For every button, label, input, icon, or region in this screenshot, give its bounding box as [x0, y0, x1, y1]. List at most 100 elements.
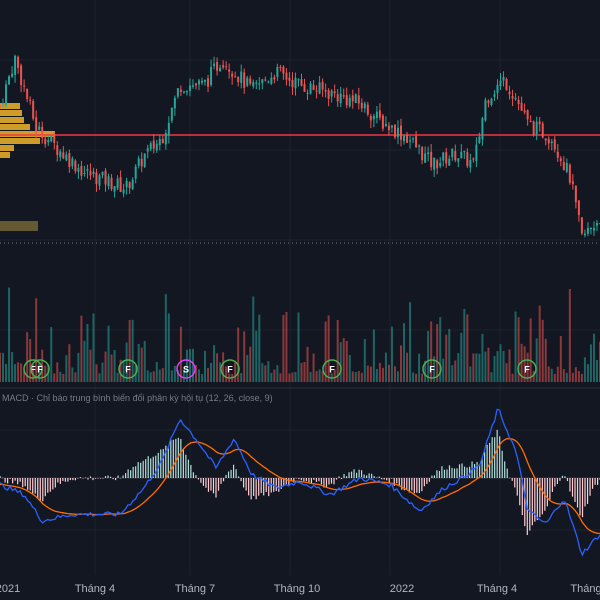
volume-bar: [279, 373, 282, 382]
candle-body: [421, 147, 424, 161]
candle-body: [372, 115, 375, 120]
candle-body: [460, 151, 463, 158]
candle-body: [463, 150, 466, 153]
candle-body: [433, 157, 436, 170]
candle-body: [80, 166, 83, 176]
candle-body: [390, 125, 393, 128]
volume-bar: [327, 315, 330, 382]
volume-bar: [478, 353, 481, 382]
x-tick-label: Tháng 4: [477, 583, 517, 595]
macd-hist-bar: [92, 478, 94, 481]
volume-bar: [511, 373, 514, 382]
marker-s[interactable]: S: [176, 359, 196, 379]
candle-body: [562, 161, 565, 170]
candle-body: [83, 172, 86, 174]
volume-bar: [92, 313, 95, 382]
volume-bar: [71, 367, 74, 382]
volume-bar: [116, 372, 119, 382]
volume-bar: [291, 372, 294, 382]
macd-hist-bar: [393, 478, 395, 486]
marker-f[interactable]: F: [517, 359, 537, 379]
candle-body: [152, 140, 155, 149]
candle-body: [185, 90, 188, 93]
macd-hist-bar: [411, 478, 413, 491]
marker-label: S: [183, 365, 189, 375]
macd-hist-bar: [150, 458, 152, 478]
candle-body: [216, 62, 219, 71]
volume-profile-bar: [0, 145, 14, 151]
candle-body: [213, 63, 216, 67]
marker-f[interactable]: F: [118, 359, 138, 379]
x-tick-label: Tháng: [570, 583, 600, 595]
macd-hist-bar: [484, 451, 486, 478]
candle-body: [366, 104, 369, 115]
macd-hist-bar: [416, 478, 418, 493]
macd-hist-bar: [546, 478, 548, 507]
volume-bar: [273, 369, 276, 382]
volume-bar: [38, 363, 41, 382]
macd-hist-bar: [516, 478, 518, 496]
candle-body: [77, 168, 80, 172]
candle-body: [312, 84, 315, 91]
candle-body: [0, 105, 1, 107]
macd-hist-bar: [433, 475, 436, 478]
candle-body: [143, 153, 146, 167]
candle-body: [378, 110, 381, 118]
macd-hist-bar: [456, 468, 458, 478]
candle-body: [529, 121, 532, 123]
volume-bar: [487, 347, 490, 382]
candle-body: [586, 228, 589, 234]
marker-f[interactable]: F: [220, 359, 240, 379]
volume-bar: [125, 342, 128, 382]
marker-f[interactable]: F: [422, 359, 442, 379]
macd-hist-bar: [170, 439, 172, 478]
macd-hist-bar: [386, 478, 388, 481]
volume-bar: [119, 359, 122, 382]
candle-body: [95, 172, 98, 184]
macd-hist-bar: [140, 462, 142, 478]
macd-hist-bar: [135, 466, 137, 478]
macd-hist-bar: [541, 478, 543, 515]
x-axis-ticks: 2021 Tháng 4 Tháng 7 Tháng 10 2022 Tháng 4 Thá…: [0, 583, 600, 595]
volume-profile-bar: [0, 138, 40, 144]
macd-hist-bar: [571, 478, 574, 497]
macd-hist-bar: [87, 478, 89, 480]
volume-bar: [427, 330, 430, 382]
volume-bar: [345, 340, 348, 382]
volume-bar: [472, 353, 475, 382]
candle-body: [101, 171, 104, 176]
candle-body: [258, 83, 261, 85]
marker-f[interactable]: F: [30, 359, 50, 379]
macd-hist-bar: [338, 476, 340, 478]
marker-f[interactable]: F: [23, 359, 43, 379]
volume-bar: [170, 370, 173, 382]
volume-bar: [538, 305, 541, 382]
volume-bar: [484, 351, 487, 382]
candle-body: [427, 152, 430, 155]
candle-body: [167, 122, 170, 136]
macd-hist-bar: [431, 475, 433, 478]
marker-f[interactable]: F: [322, 359, 342, 379]
macd-hist-bar: [237, 476, 240, 478]
candle-body: [300, 79, 303, 86]
volume-profile: [0, 103, 55, 231]
candle-body: [445, 152, 448, 164]
volume-bar: [403, 323, 406, 382]
volume-profile-bar: [0, 152, 10, 158]
macd-hist-bar: [210, 478, 212, 491]
macd-hist-bar: [396, 478, 398, 484]
candle-body: [330, 90, 333, 97]
macd-hist-bar: [29, 478, 31, 491]
volume-bar: [508, 349, 511, 382]
candle-body: [71, 158, 74, 167]
volume-bar: [276, 365, 279, 382]
macd-hist-bar: [401, 478, 403, 490]
macd-hist-bar: [84, 477, 87, 478]
volume-bar: [267, 361, 270, 382]
macd-hist-bar: [222, 478, 225, 482]
volume-bar: [173, 365, 176, 382]
macd-hist-bar: [175, 438, 177, 478]
volume-bar: [378, 362, 381, 382]
volume-bar: [559, 335, 562, 382]
